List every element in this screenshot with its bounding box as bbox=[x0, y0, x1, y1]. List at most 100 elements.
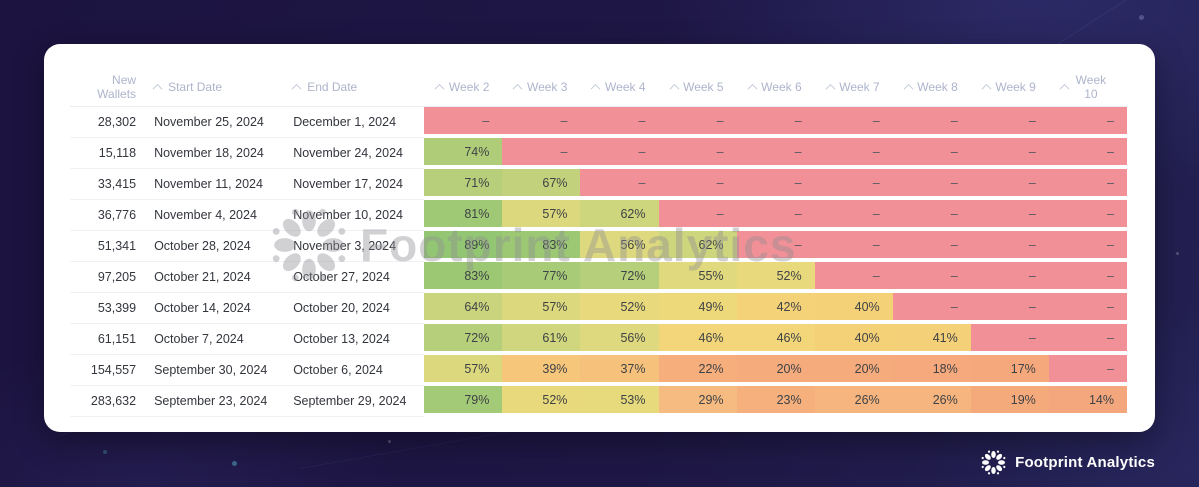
column-header-week-3[interactable]: Week 3 bbox=[502, 68, 581, 107]
empty-value: – bbox=[872, 175, 880, 190]
retention-cell: – bbox=[658, 107, 737, 138]
start-date-cell: October 7, 2024 bbox=[138, 324, 284, 355]
column-header-start-date[interactable]: Start Date bbox=[138, 68, 284, 107]
column-label: Week 2 bbox=[448, 80, 490, 94]
retention-cell: 41% bbox=[892, 324, 971, 355]
footer-brand: Footprint Analytics bbox=[980, 449, 1155, 476]
column-label: Week 4 bbox=[605, 80, 646, 94]
sort-caret-icon bbox=[669, 83, 679, 94]
column-header-week-5[interactable]: Week 5 bbox=[658, 68, 737, 107]
background-decoration bbox=[1139, 15, 1144, 20]
retention-cell: 67% bbox=[502, 169, 581, 200]
retention-cell: – bbox=[580, 138, 659, 169]
retention-cell: – bbox=[424, 107, 503, 138]
background-decoration bbox=[1176, 252, 1179, 255]
retention-cell: – bbox=[1048, 262, 1127, 293]
start-date-cell: November 18, 2024 bbox=[138, 138, 284, 169]
empty-value: – bbox=[638, 144, 646, 159]
retention-value: 26% bbox=[854, 392, 880, 407]
cohort-row: 28,302 November 25, 2024 December 1, 2024 –… bbox=[70, 107, 1127, 138]
empty-value: – bbox=[1107, 268, 1114, 283]
retention-cell: – bbox=[814, 262, 893, 293]
column-label: New Wallets bbox=[97, 73, 137, 101]
column-header-week-8[interactable]: Week 8 bbox=[892, 68, 971, 107]
column-header-week-10[interactable]: Week 10 bbox=[1048, 68, 1127, 107]
retention-cell: 52% bbox=[502, 386, 581, 417]
cohort-row: 283,632 September 23, 2024 September 29, 2… bbox=[70, 386, 1127, 417]
empty-value: – bbox=[1107, 113, 1114, 128]
retention-cell: 79% bbox=[424, 386, 503, 417]
empty-value: – bbox=[1028, 144, 1036, 159]
empty-value: – bbox=[716, 175, 724, 190]
empty-value: – bbox=[794, 206, 802, 221]
empty-value: – bbox=[950, 113, 958, 128]
retention-cell: 81% bbox=[424, 200, 503, 231]
end-date-cell: November 3, 2024 bbox=[283, 231, 425, 262]
column-header-week-6[interactable]: Week 6 bbox=[736, 68, 815, 107]
retention-cell: 52% bbox=[580, 293, 659, 324]
retention-value: 49% bbox=[698, 299, 724, 314]
start-date-cell: October 28, 2024 bbox=[138, 231, 284, 262]
header-row: New Wallets Start Date End Date Week 2 Week … bbox=[70, 68, 1127, 107]
cohort-row: 33,415 November 11, 2024 November 17, 2024… bbox=[70, 169, 1127, 200]
retention-cell: – bbox=[736, 169, 815, 200]
end-date-cell: November 17, 2024 bbox=[283, 169, 425, 200]
retention-value: 37% bbox=[620, 361, 646, 376]
empty-value: – bbox=[872, 237, 880, 252]
retention-value: 52% bbox=[620, 299, 646, 314]
column-header-week-2[interactable]: Week 2 bbox=[424, 68, 503, 107]
retention-cell: 71% bbox=[424, 169, 503, 200]
retention-cell: – bbox=[1048, 293, 1127, 324]
retention-value: 79% bbox=[464, 392, 490, 407]
retention-value: 20% bbox=[776, 361, 802, 376]
retention-cell: 61% bbox=[502, 324, 581, 355]
empty-value: – bbox=[638, 175, 646, 190]
column-header-week-9[interactable]: Week 9 bbox=[970, 68, 1049, 107]
new-wallets-cell: 53,399 bbox=[70, 293, 139, 324]
background-decoration bbox=[232, 461, 237, 466]
sort-caret-icon bbox=[434, 83, 445, 94]
empty-value: – bbox=[872, 206, 880, 221]
column-header-week-4[interactable]: Week 4 bbox=[580, 68, 659, 107]
background-decoration bbox=[103, 450, 107, 454]
new-wallets-cell: 283,632 bbox=[70, 386, 139, 417]
retention-value: 39% bbox=[542, 361, 568, 376]
empty-value: – bbox=[950, 268, 958, 283]
empty-value: – bbox=[872, 144, 880, 159]
retention-cell: 40% bbox=[814, 293, 893, 324]
retention-cell: 89% bbox=[424, 231, 503, 262]
retention-value: 40% bbox=[854, 299, 880, 314]
new-wallets-cell: 15,118 bbox=[70, 138, 139, 169]
retention-cell: – bbox=[892, 107, 971, 138]
retention-value: 20% bbox=[854, 361, 880, 376]
start-date-cell: September 23, 2024 bbox=[138, 386, 284, 417]
sort-caret-icon bbox=[152, 83, 163, 94]
retention-value: 57% bbox=[542, 299, 568, 314]
retention-cell: – bbox=[580, 169, 659, 200]
retention-value: 61% bbox=[542, 330, 568, 345]
cohort-row: 15,118 November 18, 2024 November 24, 2024… bbox=[70, 138, 1127, 169]
empty-value: – bbox=[716, 144, 724, 159]
retention-value: 71% bbox=[464, 175, 490, 190]
column-header-week-7[interactable]: Week 7 bbox=[814, 68, 893, 107]
retention-cell: – bbox=[814, 231, 893, 262]
start-date-cell: October 21, 2024 bbox=[138, 262, 284, 293]
retention-value: 89% bbox=[464, 237, 490, 252]
retention-cell: 57% bbox=[502, 200, 581, 231]
column-header-end-date[interactable]: End Date bbox=[283, 68, 425, 107]
empty-value: – bbox=[638, 113, 646, 128]
sort-caret-icon bbox=[512, 83, 523, 94]
retention-value: 74% bbox=[464, 144, 490, 159]
end-date-cell: September 29, 2024 bbox=[283, 386, 425, 417]
retention-cell: 26% bbox=[814, 386, 893, 417]
retention-cell: 19% bbox=[970, 386, 1049, 417]
end-date-cell: October 6, 2024 bbox=[283, 355, 425, 386]
retention-cell: 83% bbox=[502, 231, 581, 262]
empty-value: – bbox=[794, 175, 802, 190]
retention-cell: – bbox=[736, 138, 815, 169]
retention-value: 18% bbox=[932, 361, 958, 376]
retention-value: 53% bbox=[620, 392, 646, 407]
retention-value: 83% bbox=[464, 268, 490, 283]
empty-value: – bbox=[1107, 206, 1114, 221]
start-date-cell: November 11, 2024 bbox=[138, 169, 284, 200]
